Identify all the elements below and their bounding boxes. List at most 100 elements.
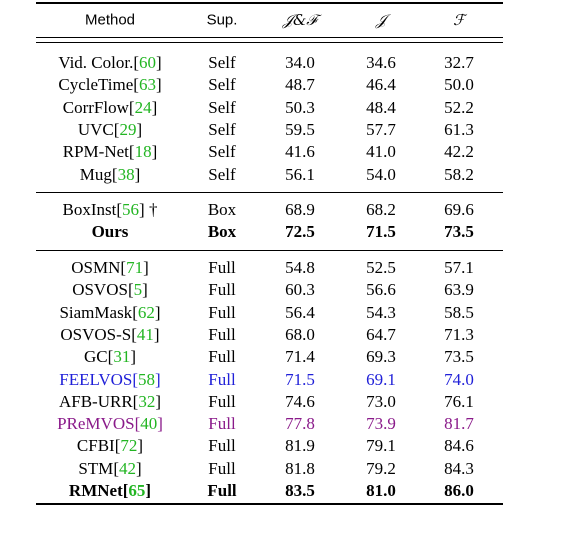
method-cell: AFB-URR32: [59, 392, 161, 412]
score-cell: 52.2: [444, 97, 474, 117]
method-name: SiamMask: [59, 302, 133, 322]
citation: 71: [120, 258, 148, 277]
score-cell: 73.0: [366, 391, 396, 411]
score-cell: 69.6: [444, 200, 474, 219]
score-cell: 72.5: [285, 222, 315, 242]
citation: 31: [108, 347, 136, 366]
score-cell: 60.3: [285, 280, 315, 300]
method-cell: Mug38: [80, 165, 140, 185]
score-cell: 57.7: [366, 119, 396, 139]
supervision-cell: Self: [208, 142, 236, 162]
supervision-cell: Full: [208, 302, 236, 322]
supervision-cell: Self: [208, 164, 236, 184]
score-cell: 76.1: [444, 391, 474, 411]
method-cell: OSVOS-S41: [60, 325, 159, 345]
method-name: PReMVOS: [57, 414, 135, 434]
citation: 42: [113, 459, 141, 478]
citation: 29: [114, 120, 142, 139]
citation: 60: [133, 53, 161, 72]
score-cell: 41.0: [366, 142, 396, 162]
method-cell: SiamMask62: [59, 303, 160, 323]
method-cell: STM42: [78, 459, 141, 479]
score-cell: 57.1: [444, 258, 474, 277]
score-cell: 59.5: [285, 119, 315, 139]
score-cell: 56.1: [285, 164, 315, 184]
score-cell: 41.6: [285, 142, 315, 162]
score-cell: 34.0: [285, 53, 315, 72]
header-rule: [36, 42, 503, 43]
score-cell: 73.5: [444, 347, 474, 367]
supervision-cell: Self: [208, 119, 236, 139]
method-name: AFB-URR: [58, 391, 133, 411]
method-name: CorrFlow: [62, 97, 129, 117]
score-cell: 61.3: [444, 119, 474, 139]
supervision-cell: Full: [208, 436, 236, 456]
column-header: ℱ: [453, 11, 465, 29]
footnote-mark: †: [148, 200, 158, 219]
method-name: CycleTime: [58, 75, 134, 95]
score-cell: 83.5: [285, 481, 315, 500]
method-name: Vid. Color.: [58, 53, 134, 72]
header-rule: [36, 37, 503, 38]
score-cell: 74.6: [285, 391, 315, 411]
score-cell: 79.2: [366, 458, 396, 478]
supervision-cell: Self: [208, 97, 236, 117]
score-cell: 46.4: [366, 75, 396, 95]
score-cell: 48.7: [285, 75, 315, 95]
method-cell: RMNet65: [69, 481, 151, 501]
method-cell: UVC29: [78, 120, 142, 140]
supervision-cell: Full: [208, 458, 236, 478]
method-name: BoxInst: [62, 200, 117, 219]
method-cell: CorrFlow24: [63, 98, 157, 118]
citation: 40: [135, 414, 163, 433]
supervision-cell: Self: [208, 75, 236, 95]
score-cell: 54.8: [285, 258, 315, 277]
method-name: OSVOS: [72, 280, 128, 300]
citation: 65: [123, 481, 151, 500]
method-name: RPM-Net: [62, 142, 129, 162]
citation: 18: [129, 142, 157, 161]
supervision-cell: Full: [208, 258, 236, 277]
score-cell: 48.4: [366, 97, 396, 117]
score-cell: 56.6: [366, 280, 396, 300]
method-cell: CFBI72: [77, 436, 143, 456]
score-cell: 54.3: [366, 302, 396, 322]
method-cell: PReMVOS40: [57, 414, 163, 434]
score-cell: 69.3: [366, 347, 396, 367]
score-cell: 56.4: [285, 302, 315, 322]
score-cell: 42.2: [444, 142, 474, 162]
method-cell: GC31: [84, 347, 136, 367]
score-cell: 50.0: [444, 75, 474, 95]
supervision-cell: Full: [208, 369, 236, 389]
citation: 63: [133, 75, 161, 94]
supervision-cell: Full: [208, 324, 236, 344]
score-cell: 84.3: [444, 458, 474, 478]
score-cell: 73.5: [444, 222, 474, 242]
score-cell: 63.9: [444, 280, 474, 300]
citation: 72: [115, 436, 143, 455]
score-cell: 71.5: [366, 222, 396, 242]
score-cell: 58.5: [444, 302, 474, 322]
score-cell: 74.0: [444, 369, 474, 389]
citation: 56: [116, 200, 144, 219]
score-cell: 71.4: [285, 347, 315, 367]
citation: 41: [131, 325, 159, 344]
bottom-rule: [36, 503, 503, 505]
citation: 58: [132, 370, 160, 389]
score-cell: 81.8: [285, 458, 315, 478]
supervision-cell: Full: [208, 391, 236, 411]
score-cell: 34.6: [366, 53, 396, 72]
method-cell: BoxInst56 †: [63, 200, 158, 220]
score-cell: 84.6: [444, 436, 474, 456]
method-cell: Vid. Color.60: [58, 53, 161, 73]
column-header: Sup.: [206, 11, 238, 29]
supervision-cell: Full: [208, 347, 236, 367]
score-cell: 86.0: [444, 481, 474, 500]
supervision-cell: Box: [207, 222, 237, 242]
citation: 24: [129, 98, 157, 117]
score-cell: 71.3: [444, 324, 474, 344]
column-header: Method: [84, 11, 136, 29]
method-name: CFBI: [76, 436, 115, 456]
score-cell: 77.8: [285, 414, 315, 434]
